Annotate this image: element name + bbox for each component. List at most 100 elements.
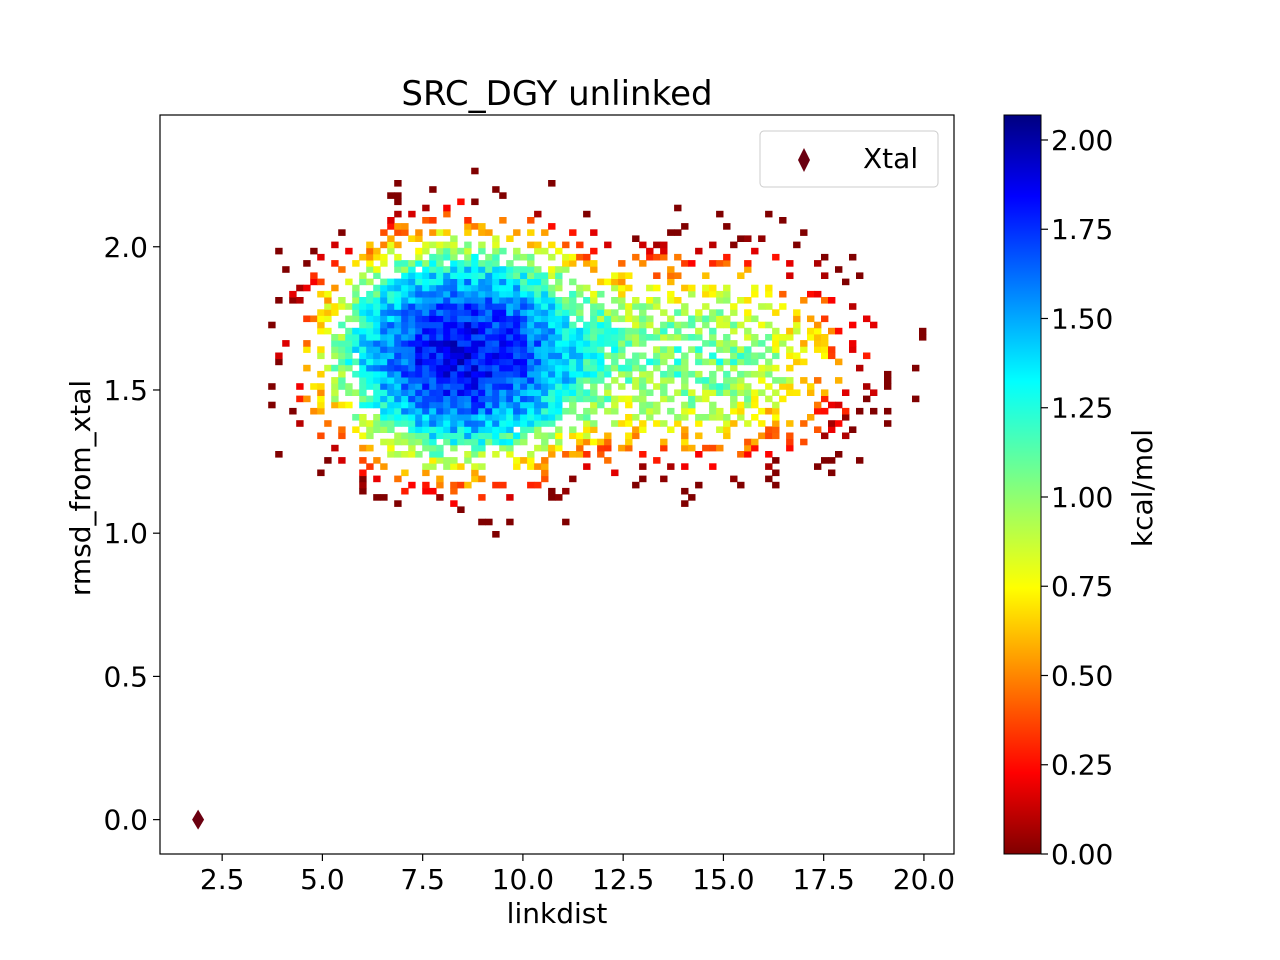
- heatmap-cell: [464, 364, 472, 372]
- heatmap-cell: [359, 401, 367, 409]
- heatmap-cell: [492, 426, 500, 433]
- heatmap-cell: [555, 340, 563, 347]
- heatmap-cell: [590, 309, 598, 316]
- heatmap-cell: [478, 346, 486, 353]
- heatmap-cell: [576, 327, 584, 335]
- colorbar-tick-label: 1.00: [1051, 481, 1113, 514]
- heatmap-cell: [394, 346, 402, 353]
- heatmap-cell: [751, 315, 759, 323]
- heatmap-cell: [408, 377, 416, 384]
- heatmap-cell: [485, 253, 493, 261]
- heatmap-cell: [800, 377, 808, 384]
- heatmap-cell: [772, 334, 780, 341]
- heatmap-cell: [856, 272, 864, 279]
- heatmap-cell: [653, 401, 661, 409]
- heatmap-cell: [485, 303, 493, 310]
- heatmap-cell: [506, 290, 514, 298]
- heatmap-cell: [401, 487, 409, 495]
- heatmap-cell: [786, 364, 794, 372]
- heatmap-cell: [688, 334, 696, 341]
- heatmap-cell: [611, 401, 619, 409]
- heatmap-cell: [366, 420, 374, 427]
- heatmap-cell: [422, 481, 430, 489]
- heatmap-cell: [765, 475, 773, 483]
- heatmap-cell: [422, 469, 430, 477]
- heatmap-cell: [478, 309, 486, 316]
- heatmap-cell: [709, 352, 717, 360]
- heatmap-cell: [618, 395, 626, 403]
- heatmap-cell: [555, 438, 563, 446]
- heatmap-cell: [639, 451, 647, 458]
- heatmap-cell: [513, 358, 521, 366]
- heatmap-cell: [534, 395, 542, 403]
- heatmap-cell: [667, 321, 675, 329]
- heatmap-cell: [401, 260, 409, 267]
- heatmap-cell: [527, 352, 535, 360]
- heatmap-cell: [527, 229, 535, 236]
- heatmap-cell: [387, 340, 395, 347]
- heatmap-cell: [625, 401, 633, 409]
- heatmap-cell: [471, 297, 479, 304]
- heatmap-cell: [527, 260, 535, 267]
- heatmap-cell: [471, 223, 479, 230]
- heatmap-cell: [541, 352, 549, 360]
- heatmap-cell: [457, 377, 465, 384]
- heatmap-cell: [478, 401, 486, 409]
- y-tick-label: 0.0: [103, 804, 148, 837]
- heatmap-cell: [324, 303, 332, 310]
- heatmap-cell: [520, 426, 528, 433]
- heatmap-cell: [422, 407, 430, 415]
- heatmap-cell: [520, 290, 528, 298]
- heatmap-cell: [618, 290, 626, 298]
- heatmap-cell: [443, 284, 451, 292]
- heatmap-cell: [443, 321, 451, 329]
- heatmap-cell: [520, 383, 528, 390]
- heatmap-cell: [737, 481, 745, 489]
- heatmap-cell: [457, 247, 465, 255]
- heatmap-cell: [464, 266, 472, 273]
- heatmap-cell: [709, 389, 717, 396]
- heatmap-cell: [380, 229, 388, 236]
- heatmap-cell: [702, 340, 710, 347]
- heatmap-cell: [485, 340, 493, 347]
- heatmap-cell: [625, 377, 633, 384]
- heatmap-cell: [450, 340, 458, 347]
- heatmap-cell: [597, 401, 605, 409]
- heatmap-cell: [653, 364, 661, 372]
- heatmap-cell: [450, 315, 458, 323]
- x-tick-label: 2.5: [200, 863, 245, 896]
- heatmap-cell: [793, 241, 801, 249]
- heatmap-cell: [450, 253, 458, 261]
- heatmap-cell: [380, 241, 388, 249]
- heatmap-cell: [548, 487, 556, 495]
- heatmap-cell: [408, 426, 416, 433]
- heatmap-cell: [772, 377, 780, 384]
- heatmap-cell: [576, 309, 584, 316]
- heatmap-cell: [772, 389, 780, 396]
- heatmap-cell: [695, 432, 703, 440]
- heatmap-cell: [548, 451, 556, 458]
- heatmap-cell: [583, 420, 591, 427]
- heatmap-cell: [401, 358, 409, 366]
- heatmap-cell: [646, 247, 654, 255]
- heatmap-cell: [765, 321, 773, 329]
- heatmap-cell: [569, 426, 577, 433]
- heatmap-cell: [443, 364, 451, 372]
- heatmap-cell: [681, 284, 689, 292]
- heatmap-cell: [562, 383, 570, 390]
- heatmap-cell: [541, 321, 549, 329]
- heatmap-cell: [772, 420, 780, 427]
- heatmap-cell: [793, 315, 801, 323]
- heatmap-cell: [387, 241, 395, 249]
- heatmap-cell: [520, 266, 528, 273]
- heatmap-cell: [499, 364, 507, 372]
- heatmap-cell: [639, 407, 647, 415]
- heatmap-cell: [492, 407, 500, 415]
- heatmap-cell: [436, 297, 444, 304]
- heatmap-cell: [513, 297, 521, 304]
- heatmap-cell: [506, 426, 514, 433]
- heatmap-cell: [660, 377, 668, 384]
- heatmap-cell: [653, 334, 661, 341]
- heatmap-cell: [716, 414, 724, 421]
